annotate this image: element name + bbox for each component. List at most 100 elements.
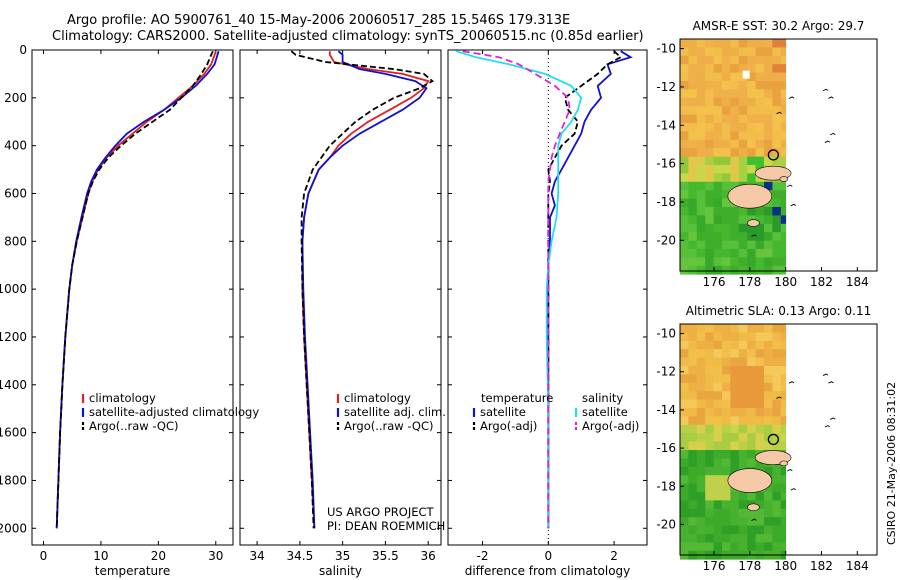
heat-cell — [688, 55, 698, 65]
heat-cell — [705, 190, 714, 199]
heat-cell — [722, 458, 731, 468]
heat-cell — [680, 123, 689, 132]
heat-cell — [722, 181, 731, 191]
panel-temperature: 0 10 20 30 temperature 0 200 400 600 800 1000 1200 1… — [0, 43, 234, 578]
heat-cell — [780, 441, 787, 451]
heat-cell — [780, 382, 787, 392]
map-y-tick-label: -14 — [656, 118, 676, 132]
heat-cell — [738, 165, 748, 174]
heat-cell — [713, 55, 723, 65]
heat-cell — [780, 39, 787, 48]
y-tick-label: 1400 — [0, 378, 27, 392]
heat-cell — [713, 148, 723, 157]
heat-cell — [722, 240, 731, 250]
heat-cell — [730, 508, 740, 518]
island-taveuni — [779, 176, 789, 182]
legend-diff-temperature-heading: temperature — [481, 391, 553, 405]
heat-cell — [755, 114, 765, 124]
heat-cell — [780, 97, 787, 107]
heat-cell — [713, 173, 723, 183]
heat-cell — [680, 257, 689, 267]
heat-cell — [713, 240, 723, 250]
heat-cell — [705, 89, 714, 99]
heat-cell — [696, 123, 706, 132]
heat-cell — [747, 399, 756, 409]
heat-cell — [680, 64, 689, 73]
heat-cell — [722, 408, 731, 417]
heat-cell — [688, 492, 698, 501]
heat-cell — [696, 357, 706, 367]
heat-cell — [688, 223, 698, 233]
heat-cell — [764, 332, 773, 342]
heat-cell — [722, 139, 731, 149]
heat-cell — [705, 542, 714, 552]
heat-cell — [722, 441, 731, 451]
map-x-tick-label: 182 — [810, 275, 833, 289]
legend-temp-satellite-label: satellite-adjusted climatology — [89, 405, 259, 419]
heat-cell — [755, 148, 765, 157]
heat-cell — [747, 139, 756, 149]
islet-outline — [787, 184, 793, 188]
heat-cell — [747, 249, 756, 258]
heat-cell — [764, 215, 773, 225]
heat-cell — [730, 357, 740, 367]
heat-cell — [680, 416, 689, 426]
heat-cell — [772, 441, 782, 451]
heat-cell — [722, 534, 731, 543]
heat-cell — [780, 399, 787, 409]
heat-cell — [680, 190, 689, 199]
heat-cell — [730, 97, 740, 107]
heat-cell — [755, 399, 765, 409]
heat-cell — [747, 366, 756, 375]
header-line1: Argo profile: AO 5900761_40 15-May-2006 … — [67, 13, 571, 28]
heat-cell — [688, 156, 698, 166]
heat-cell — [722, 492, 731, 501]
heat-cell — [705, 508, 714, 518]
heat-cell — [680, 198, 689, 208]
heat-cell — [755, 366, 765, 375]
heat-cell — [688, 475, 698, 484]
heat-cell — [755, 265, 765, 275]
heat-cell — [730, 500, 740, 510]
heat-cell — [730, 223, 740, 233]
heat-cell — [755, 123, 765, 132]
heat-cell — [688, 207, 698, 216]
heat-cell — [722, 340, 731, 350]
heat-cell — [688, 240, 698, 250]
heat-cell — [738, 39, 748, 48]
heat-cell — [730, 181, 740, 191]
heat-cell — [755, 139, 765, 149]
heat-cell — [680, 340, 689, 350]
heat-cell — [680, 492, 689, 501]
heat-cell — [772, 508, 782, 518]
heat-cell — [705, 450, 714, 459]
heat-cell — [772, 500, 782, 510]
y-tick-label: 0 — [19, 43, 27, 57]
heat-cell — [722, 374, 731, 384]
heat-cell — [705, 106, 714, 115]
x-tick-label: -2 — [477, 549, 489, 563]
legend-diff-salinity-heading: salinity — [582, 391, 623, 405]
heat-cell — [705, 72, 714, 82]
heat-cell — [755, 72, 765, 82]
heat-cell — [688, 81, 698, 90]
heat-cell — [764, 97, 773, 107]
heat-cell — [680, 458, 689, 468]
heat-cell — [730, 39, 740, 48]
heat-cell — [738, 249, 748, 258]
heat-cell — [772, 47, 782, 57]
heat-cell — [705, 492, 714, 501]
heat-cell — [688, 131, 698, 141]
islet-outline — [824, 425, 831, 428]
y-tick-label: 1600 — [0, 426, 27, 440]
heat-cell — [747, 450, 756, 459]
heat-cell — [730, 64, 740, 73]
heat-cell — [688, 416, 698, 426]
heat-cell — [696, 265, 706, 275]
heat-cell — [713, 156, 723, 166]
heat-cell — [730, 106, 740, 115]
islet-outline — [790, 203, 797, 207]
islet-outline — [788, 96, 795, 99]
heat-cell — [705, 382, 714, 392]
heat-cell — [738, 458, 748, 468]
